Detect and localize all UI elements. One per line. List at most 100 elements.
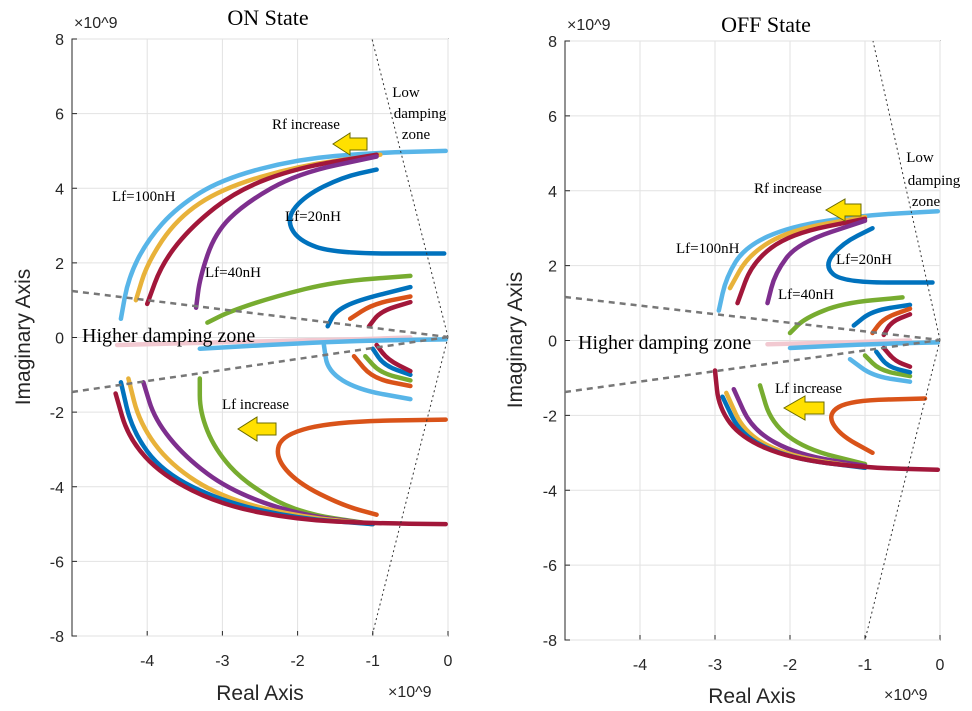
root-locus-series xyxy=(205,273,413,325)
y-tick-label: 4 xyxy=(548,184,557,201)
root-locus-series xyxy=(275,417,448,517)
root-locus-series xyxy=(851,302,913,328)
x-axis-label: Real Axis xyxy=(216,682,304,705)
x-tick-label: -2 xyxy=(783,657,797,674)
y-tick-label: -2 xyxy=(543,408,557,425)
arrow-lf-increase xyxy=(237,416,277,442)
annotation-rf-increase: Rf increase xyxy=(272,117,340,133)
root-locus-series xyxy=(351,353,413,389)
root-locus-series xyxy=(712,368,941,472)
low-damping-boundary-upper xyxy=(371,38,449,338)
root-locus-series xyxy=(787,340,941,351)
arrow-rf-increase xyxy=(825,198,862,222)
y-tick-label: -4 xyxy=(543,483,557,500)
y-tick-label: -2 xyxy=(50,405,64,422)
annotation-lf100: Lf=100nH xyxy=(112,189,176,205)
root-locus-series xyxy=(144,152,379,307)
root-locus-series xyxy=(787,295,905,336)
chart-on-state: -4 -3 -2 -1 0 -8 -6 -4 -2 0 2 4 6 8 ×10^9 ×10^9 ON St… xyxy=(12,5,453,705)
root-locus-series xyxy=(374,342,413,374)
y-exponent: ×10^9 xyxy=(567,17,611,34)
y-tick-label: 2 xyxy=(548,259,557,276)
y-tick-label: -4 xyxy=(50,480,64,497)
annotation-higher-damping: Higher damping zone xyxy=(578,332,751,354)
arrow-lf-increase xyxy=(782,395,825,421)
annotation-lf-increase: Lf increase xyxy=(222,397,289,413)
annotation-low-line1: Low xyxy=(392,85,420,101)
y-tick-label: 4 xyxy=(55,181,64,198)
x-tick-label: -3 xyxy=(708,657,722,674)
y-tick-label: 0 xyxy=(55,331,64,348)
x-tick-label: 0 xyxy=(936,657,945,674)
x-exponent: ×10^9 xyxy=(884,687,928,704)
root-locus-series xyxy=(735,216,868,306)
x-axis-label: Real Axis xyxy=(708,685,796,708)
annotation-lf20: Lf=20nH xyxy=(285,209,341,225)
root-locus-series xyxy=(765,218,868,306)
annotation-lf20: Lf=20nH xyxy=(836,252,892,268)
higher-damping-boundary-lower xyxy=(564,338,941,394)
root-locus-series xyxy=(829,396,928,456)
annotation-lf40: Lf=40nH xyxy=(205,265,261,281)
root-locus-series xyxy=(757,383,868,467)
x-tick-label: -1 xyxy=(366,653,380,670)
root-locus-series xyxy=(197,376,376,527)
x-tick-label: -4 xyxy=(633,657,647,674)
y-tick-label: 8 xyxy=(55,32,64,49)
tick-labels: -4 -3 -2 -1 0 -8 -6 -4 -2 0 2 4 6 8 xyxy=(543,34,945,674)
root-locus-series xyxy=(731,386,868,469)
x-tick-label: -2 xyxy=(290,653,304,670)
root-locus-series xyxy=(727,214,868,291)
x-tick-label: -1 xyxy=(858,657,872,674)
x-exponent: ×10^9 xyxy=(388,684,432,701)
root-locus-series xyxy=(874,349,913,375)
annotation-lf100: Lf=100nH xyxy=(676,241,740,257)
x-tick-label: 0 xyxy=(444,653,453,670)
low-damping-boundary-upper xyxy=(872,40,941,341)
annotation-higher-damping: Higher damping zone xyxy=(82,325,255,347)
annotation-low-line2: damping xyxy=(908,173,961,189)
root-locus-series xyxy=(881,312,913,338)
root-locus-series xyxy=(370,346,413,378)
y-tick-label: -6 xyxy=(543,558,557,575)
root-locus-series xyxy=(363,353,413,383)
y-tick-label: 8 xyxy=(548,34,557,51)
series-group xyxy=(712,209,941,472)
annotation-lf-increase: Lf increase xyxy=(775,381,842,397)
root-locus-series xyxy=(113,391,448,527)
annotation-rf-increase: Rf increase xyxy=(754,181,822,197)
higher-damping-boundary-upper xyxy=(564,295,941,342)
chart-title: OFF State xyxy=(721,12,811,37)
annotation-low-line2: damping xyxy=(394,106,447,122)
arrow-rf-increase xyxy=(332,132,368,156)
root-locus-series xyxy=(287,167,447,256)
root-locus-series xyxy=(321,342,413,402)
series-group xyxy=(113,148,448,527)
higher-damping-boundary-lower xyxy=(71,335,449,394)
x-tick-label: -3 xyxy=(215,653,229,670)
root-locus-series xyxy=(765,338,913,347)
y-tick-label: 6 xyxy=(55,107,64,124)
low-damping-boundary-lower xyxy=(864,339,941,641)
y-tick-label: -8 xyxy=(50,629,64,646)
root-locus-series xyxy=(347,294,413,322)
low-damping-boundary-lower xyxy=(371,336,449,637)
y-tick-label: -6 xyxy=(50,554,64,571)
tick-labels: -4 -3 -2 -1 0 -8 -6 -4 -2 0 2 4 6 8 xyxy=(50,32,453,670)
y-tick-label: -8 xyxy=(543,633,557,650)
chart-title: ON State xyxy=(227,5,308,30)
root-locus-series xyxy=(325,284,413,329)
annotation-low-line3: zone xyxy=(912,194,941,210)
root-locus-series xyxy=(862,353,913,379)
annotation-low-line3: zone xyxy=(402,127,431,143)
y-axis-label: Imaginary Axis xyxy=(12,269,35,406)
higher-damping-boundary-upper xyxy=(71,289,449,339)
y-tick-label: 2 xyxy=(55,256,64,273)
root-locus-series xyxy=(197,337,448,351)
y-tick-label: 0 xyxy=(548,334,557,351)
annotation-lf40: Lf=40nH xyxy=(778,287,834,303)
root-locus-series xyxy=(366,299,413,329)
y-axis-label: Imaginary Axis xyxy=(504,272,527,409)
root-locus-series xyxy=(193,154,379,310)
